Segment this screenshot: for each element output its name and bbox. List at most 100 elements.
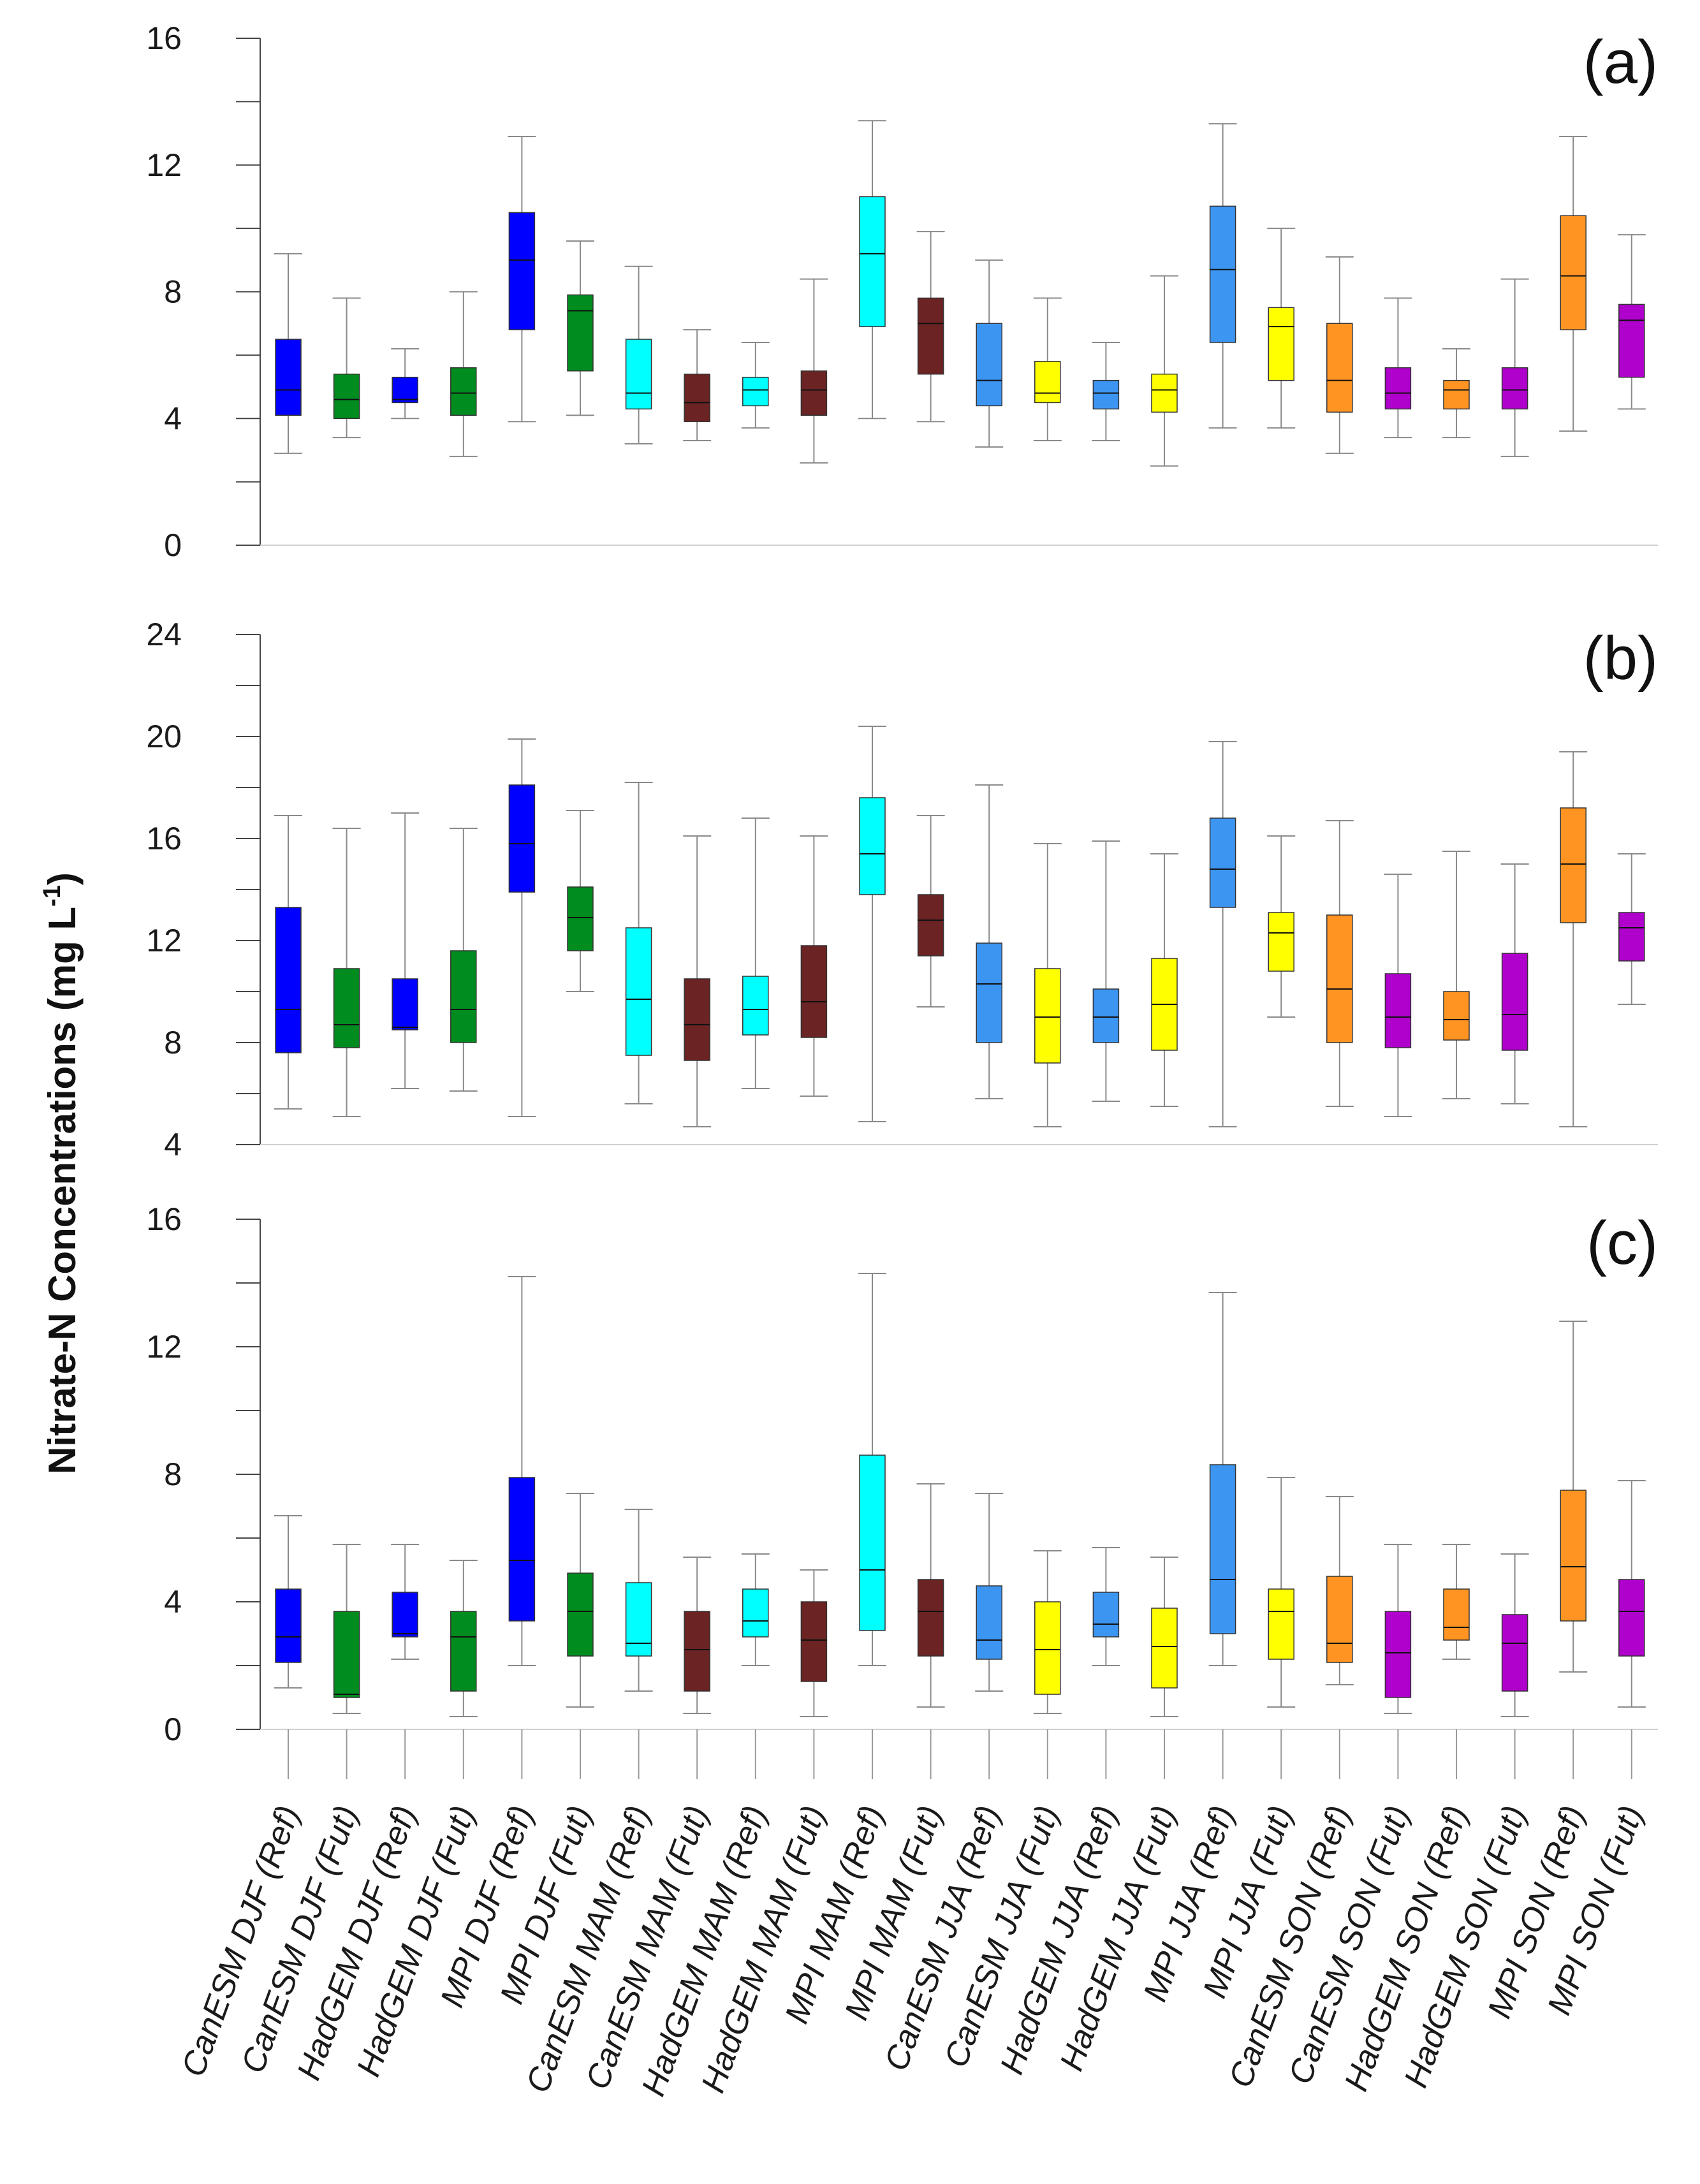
box-9 xyxy=(741,342,770,429)
iqr-box xyxy=(1443,379,1470,410)
box-15 xyxy=(1092,342,1120,442)
panel-2: 4 8 12 16 20 24 (b) xyxy=(146,617,1658,1162)
y-axis-label: Nitrate-N Concentrations (mg L-1) xyxy=(39,872,84,1474)
box-7 xyxy=(624,782,653,1104)
box-7 xyxy=(624,265,653,444)
box-1 xyxy=(274,815,302,1110)
panel-label: (b) xyxy=(1583,624,1658,693)
y-tick-label: 4 xyxy=(164,1127,182,1162)
iqr-box xyxy=(1034,361,1061,404)
iqr-box xyxy=(625,1582,652,1657)
box-13 xyxy=(975,259,1004,448)
iqr-box xyxy=(450,950,477,1043)
y-axis-label-superscript: -1 xyxy=(39,885,66,907)
panels-group: 0 4 8 12 16 (a) 4 8 12 16 20 24 (b) 0 4 8 12 16 (c) xyxy=(146,20,1658,1747)
y-axis-label-text: Nitrate-N Concentrations (mg L xyxy=(41,907,84,1474)
y-tick-label: 20 xyxy=(146,719,182,754)
iqr-box xyxy=(625,927,652,1056)
y-tick-label: 8 xyxy=(164,1025,182,1060)
box-18 xyxy=(1267,228,1296,429)
iqr-box xyxy=(1268,912,1294,972)
category-labels: CanESM DJF (Ref)CanESM DJF (Fut)HadGEM D… xyxy=(175,1729,1650,2101)
box-16 xyxy=(1150,275,1178,467)
box-17 xyxy=(1208,741,1237,1127)
box-12 xyxy=(916,815,945,1008)
iqr-box xyxy=(742,376,769,407)
iqr-box xyxy=(1209,817,1236,908)
iqr-box xyxy=(392,376,418,404)
iqr-box xyxy=(1618,304,1645,378)
y-tick-label: 4 xyxy=(164,400,182,436)
iqr-box xyxy=(1560,215,1586,330)
box-17 xyxy=(1208,123,1237,429)
iqr-box xyxy=(976,323,1002,407)
box-4 xyxy=(449,828,478,1092)
iqr-box xyxy=(1501,1614,1528,1692)
box-15 xyxy=(1092,840,1120,1102)
box-4 xyxy=(449,1560,478,1717)
box-2 xyxy=(332,297,361,439)
iqr-box xyxy=(859,797,886,895)
iqr-box xyxy=(684,978,710,1061)
iqr-box xyxy=(1618,1579,1645,1657)
box-14 xyxy=(1033,1550,1062,1714)
iqr-box xyxy=(333,1611,360,1698)
iqr-box xyxy=(450,367,477,416)
box-1 xyxy=(274,1515,302,1689)
box-11 xyxy=(858,1273,886,1666)
box-8 xyxy=(683,835,712,1127)
iqr-box xyxy=(1326,323,1353,413)
box-3 xyxy=(391,348,420,420)
box-23 xyxy=(1559,136,1588,432)
y-tick-label: 16 xyxy=(146,821,182,856)
y-tick-label: 16 xyxy=(146,1201,182,1237)
iqr-box xyxy=(742,976,769,1036)
box-16 xyxy=(1150,853,1178,1107)
iqr-box xyxy=(333,373,360,419)
iqr-box xyxy=(1443,1588,1470,1641)
box-22 xyxy=(1500,278,1529,457)
iqr-box xyxy=(800,370,828,416)
box-10 xyxy=(800,1569,828,1717)
box-19 xyxy=(1325,256,1354,454)
box-10 xyxy=(800,835,828,1097)
iqr-box xyxy=(333,968,360,1048)
box-23 xyxy=(1559,751,1588,1127)
iqr-box xyxy=(567,294,594,372)
box-24 xyxy=(1617,1480,1646,1708)
iqr-box xyxy=(1034,968,1061,1064)
box-21 xyxy=(1442,348,1470,439)
iqr-box xyxy=(1092,988,1120,1043)
box-15 xyxy=(1092,1547,1120,1666)
box-12 xyxy=(916,1483,945,1708)
iqr-box xyxy=(508,212,536,330)
box-21 xyxy=(1442,851,1470,1099)
iqr-box xyxy=(1092,1592,1120,1638)
iqr-box xyxy=(800,945,828,1038)
y-tick-label: 0 xyxy=(164,527,182,563)
box-3 xyxy=(391,812,420,1089)
iqr-box xyxy=(1326,1576,1353,1663)
box-7 xyxy=(624,1509,653,1692)
y-axis-label-close: ) xyxy=(41,872,84,885)
y-tick-label: 16 xyxy=(146,20,182,56)
iqr-box xyxy=(1034,1601,1061,1695)
iqr-box xyxy=(1151,1608,1178,1689)
box-16 xyxy=(1150,1557,1178,1717)
iqr-box xyxy=(450,1611,477,1692)
iqr-box xyxy=(917,1579,944,1657)
box-11 xyxy=(858,726,886,1122)
box-20 xyxy=(1384,874,1412,1117)
box-2 xyxy=(332,1544,361,1714)
box-18 xyxy=(1267,835,1296,1018)
panel-1: 0 4 8 12 16 (a) xyxy=(146,20,1658,563)
box-20 xyxy=(1384,297,1412,439)
iqr-box xyxy=(1326,914,1353,1043)
box-4 xyxy=(449,291,478,457)
iqr-box xyxy=(1384,367,1412,410)
iqr-box xyxy=(1209,1464,1236,1634)
box-14 xyxy=(1033,297,1062,442)
box-6 xyxy=(566,240,594,416)
iqr-box xyxy=(859,1455,886,1631)
